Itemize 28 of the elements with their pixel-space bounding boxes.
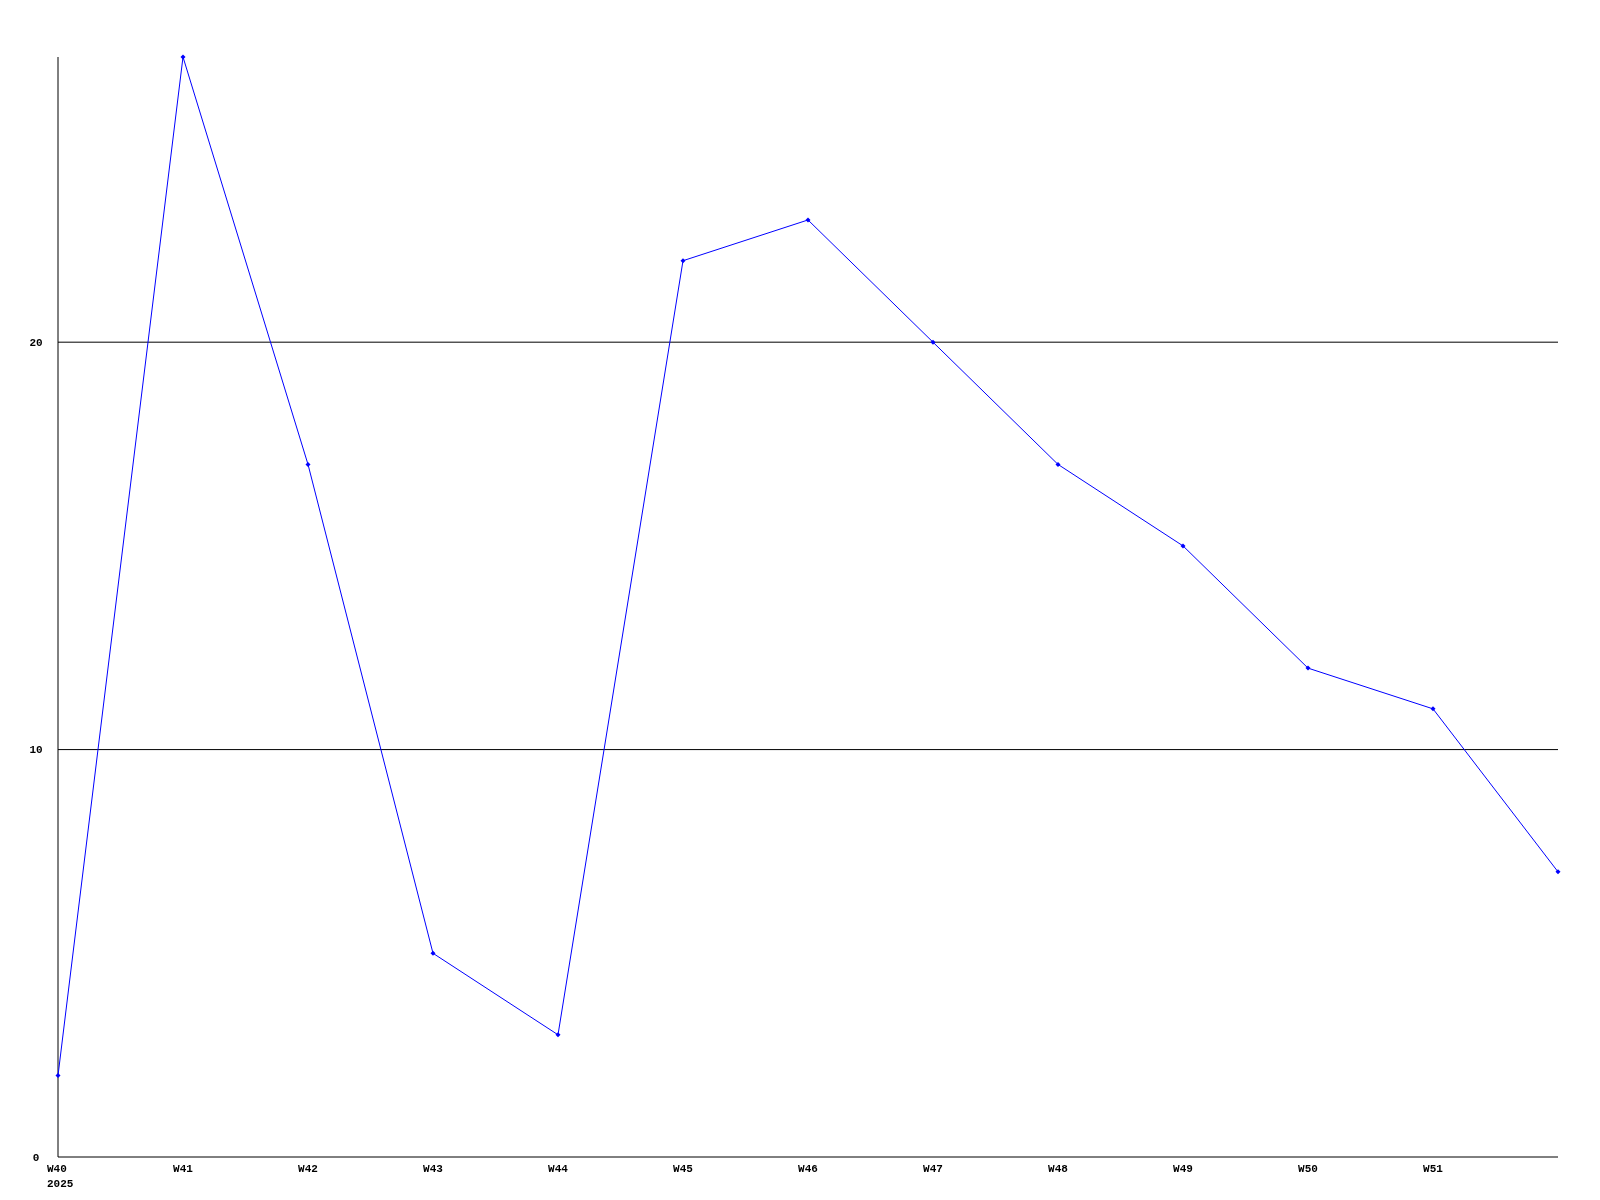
y-tick-label: 0 <box>32 1151 40 1164</box>
point <box>1180 543 1186 549</box>
x-tick-label: W45 <box>673 1163 694 1175</box>
x-tick-label: W40 2025 <box>47 1163 74 1190</box>
point <box>1305 665 1311 671</box>
x-tick-label: W48 <box>1048 1163 1069 1175</box>
point <box>430 950 436 956</box>
x-tick-label: W44 <box>548 1163 569 1175</box>
point <box>180 54 186 60</box>
x-tick-label: W51 <box>1423 1163 1444 1175</box>
x-tick-label: W49 <box>1173 1163 1193 1175</box>
x-tick-label: W42 <box>298 1163 318 1175</box>
y-tick-label: 10 <box>29 744 43 757</box>
point <box>305 461 311 467</box>
point <box>1430 706 1436 712</box>
point <box>680 258 686 264</box>
point <box>1555 869 1561 875</box>
point <box>1055 461 1061 467</box>
x-tick-label: W43 <box>423 1163 444 1175</box>
x-tick-label: W47 <box>923 1163 943 1175</box>
point <box>805 217 811 223</box>
x-tick-label: W46 <box>798 1163 818 1175</box>
point <box>555 1032 561 1038</box>
point <box>930 339 936 345</box>
point <box>55 1073 61 1079</box>
x-tick-label: W41 <box>173 1163 194 1175</box>
y-tick-label: 20 <box>29 337 43 350</box>
x-tick-label: W50 <box>1298 1163 1318 1175</box>
